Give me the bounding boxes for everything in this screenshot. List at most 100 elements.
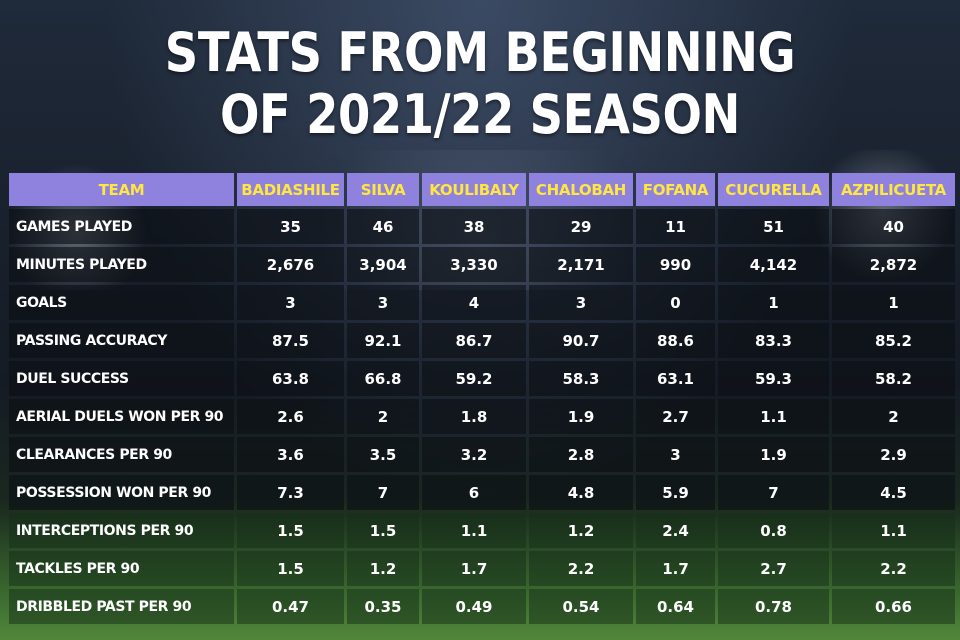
row-label: AERIAL DUELS WON PER 90 — [9, 399, 234, 434]
table-cell: 2 — [832, 399, 955, 434]
table-cell: 0.8 — [718, 513, 829, 548]
table-cell: 4.5 — [832, 475, 955, 510]
table-cell: 59.2 — [422, 361, 526, 396]
table-cell: 1 — [832, 285, 955, 320]
table-cell: 3.6 — [237, 437, 344, 472]
table-cell: 1.2 — [347, 551, 419, 586]
table-cell: 2.8 — [529, 437, 633, 472]
table-cell: 4.8 — [529, 475, 633, 510]
table-cell: 0.64 — [636, 589, 715, 624]
table-cell: 11 — [636, 209, 715, 244]
table-cell: 1.7 — [636, 551, 715, 586]
table-cell: 59.3 — [718, 361, 829, 396]
table-cell: 5.9 — [636, 475, 715, 510]
table-cell: 63.8 — [237, 361, 344, 396]
table-cell: 6 — [422, 475, 526, 510]
row-label: DUEL SUCCESS — [9, 361, 234, 396]
table-cell: 1 — [718, 285, 829, 320]
table-cell: 1.5 — [237, 513, 344, 548]
header-cell-team: TEAM — [9, 173, 234, 206]
row-label: TACKLES PER 90 — [9, 551, 234, 586]
table-cell: 66.8 — [347, 361, 419, 396]
table-row: MINUTES PLAYED 2,676 3,904 3,330 2,171 990 4,1… — [9, 247, 955, 282]
table-cell: 2 — [347, 399, 419, 434]
table-row: TACKLES PER 90 1.5 1.2 1.7 2.2 1.7 2.7 2.2 — [9, 551, 955, 586]
table-cell: 63.1 — [636, 361, 715, 396]
header-cell-player: SILVA — [347, 173, 419, 206]
table-cell: 85.2 — [832, 323, 955, 358]
table-cell: 1.7 — [422, 551, 526, 586]
table-cell: 2.9 — [832, 437, 955, 472]
table-cell: 29 — [529, 209, 633, 244]
table-row: AERIAL DUELS WON PER 90 2.6 2 1.8 1.9 2.7 1.1 2 — [9, 399, 955, 434]
table-cell: 2.2 — [832, 551, 955, 586]
table-cell: 40 — [832, 209, 955, 244]
header-cell-player: AZPILICUETA — [832, 173, 955, 206]
table-cell: 2.7 — [718, 551, 829, 586]
table-cell: 1.2 — [529, 513, 633, 548]
table-cell: 4 — [422, 285, 526, 320]
table-cell: 3.2 — [422, 437, 526, 472]
table-cell: 3,330 — [422, 247, 526, 282]
table-cell: 7 — [718, 475, 829, 510]
row-label: DRIBBLED PAST PER 90 — [9, 589, 234, 624]
table-cell: 2,872 — [832, 247, 955, 282]
header-row: TEAM BADIASHILE SILVA KOULIBALY CHALOBAH FOF… — [9, 173, 955, 206]
table-row: GOALS 3 3 4 3 0 1 1 — [9, 285, 955, 320]
header-cell-player: FOFANA — [636, 173, 715, 206]
table-cell: 3,904 — [347, 247, 419, 282]
table-cell: 86.7 — [422, 323, 526, 358]
row-label: POSSESSION WON PER 90 — [9, 475, 234, 510]
row-label: GAMES PLAYED — [9, 209, 234, 244]
table-cell: 88.6 — [636, 323, 715, 358]
table-cell: 38 — [422, 209, 526, 244]
row-label: INTERCEPTIONS PER 90 — [9, 513, 234, 548]
table-cell: 3 — [347, 285, 419, 320]
table-row: DRIBBLED PAST PER 90 0.47 0.35 0.49 0.54 0.64… — [9, 589, 955, 624]
table-cell: 7.3 — [237, 475, 344, 510]
table-cell: 1.9 — [718, 437, 829, 472]
table-body: GAMES PLAYED 35 46 38 29 11 51 40 MINUTES PLAYED… — [9, 209, 955, 624]
stats-table: TEAM BADIASHILE SILVA KOULIBALY CHALOBAH FOF… — [6, 170, 958, 627]
table-cell: 58.2 — [832, 361, 955, 396]
table-cell: 2,171 — [529, 247, 633, 282]
table-cell: 3 — [529, 285, 633, 320]
table-cell: 3.5 — [347, 437, 419, 472]
row-label: PASSING ACCURACY — [9, 323, 234, 358]
table-cell: 1.1 — [422, 513, 526, 548]
page-title: STATS FROM BEGINNING OF 2021/22 SEASON — [67, 22, 893, 146]
row-label: GOALS — [9, 285, 234, 320]
header-cell-player: KOULIBALY — [422, 173, 526, 206]
table-cell: 990 — [636, 247, 715, 282]
row-label: MINUTES PLAYED — [9, 247, 234, 282]
header-cell-player: CHALOBAH — [529, 173, 633, 206]
table-cell: 7 — [347, 475, 419, 510]
table-cell: 1.1 — [832, 513, 955, 548]
table-cell: 51 — [718, 209, 829, 244]
table-cell: 3 — [237, 285, 344, 320]
table-cell: 87.5 — [237, 323, 344, 358]
table-cell: 2.7 — [636, 399, 715, 434]
header-cell-player: CUCURELLA — [718, 173, 829, 206]
table-cell: 2.2 — [529, 551, 633, 586]
table-row: GAMES PLAYED 35 46 38 29 11 51 40 — [9, 209, 955, 244]
table-cell: 92.1 — [347, 323, 419, 358]
table-row: CLEARANCES PER 90 3.6 3.5 3.2 2.8 3 1.9 2.9 — [9, 437, 955, 472]
table-cell: 1.8 — [422, 399, 526, 434]
table-cell: 1.9 — [529, 399, 633, 434]
table-cell: 0.49 — [422, 589, 526, 624]
table-cell: 2.6 — [237, 399, 344, 434]
title-line-2: OF 2021/22 SEASON — [220, 83, 740, 146]
table-cell: 58.3 — [529, 361, 633, 396]
table-cell: 1.5 — [237, 551, 344, 586]
table-row: PASSING ACCURACY 87.5 92.1 86.7 90.7 88.6 83.3… — [9, 323, 955, 358]
header-cell-player: BADIASHILE — [237, 173, 344, 206]
table-cell: 1.1 — [718, 399, 829, 434]
table-cell: 90.7 — [529, 323, 633, 358]
table-cell: 0.47 — [237, 589, 344, 624]
table-cell: 4,142 — [718, 247, 829, 282]
table-cell: 35 — [237, 209, 344, 244]
table-cell: 2,676 — [237, 247, 344, 282]
table-cell: 2.4 — [636, 513, 715, 548]
table-cell: 0.35 — [347, 589, 419, 624]
